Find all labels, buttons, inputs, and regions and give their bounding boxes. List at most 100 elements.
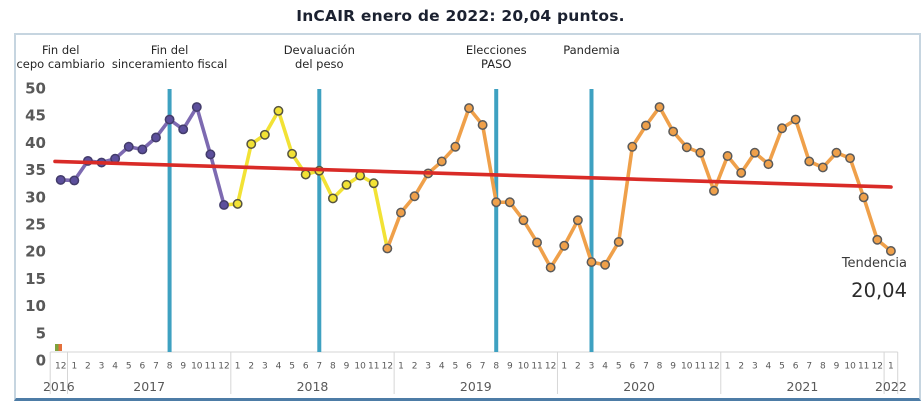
x-axis-month-label: 6	[139, 362, 145, 372]
y-axis-tick-label: 45	[25, 107, 46, 125]
event-annotation-devaluacion: Devaluación del peso	[283, 43, 355, 71]
x-axis-month-label: 3	[752, 362, 758, 372]
data-point-marker	[804, 156, 815, 167]
x-axis-month-label: 1	[71, 362, 77, 372]
trend-line	[53, 159, 893, 189]
y-axis-tick-label: 20	[25, 243, 46, 261]
data-point-marker	[341, 179, 352, 190]
data-point-marker	[450, 141, 461, 152]
x-axis-month-label: 4	[766, 362, 772, 372]
x-axis-month-label: 9	[834, 362, 840, 372]
data-point-marker	[246, 139, 257, 149]
data-point-marker	[858, 192, 869, 203]
x-axis-month-label: 4	[112, 362, 118, 372]
data-point-marker	[545, 262, 556, 273]
data-point-marker	[504, 197, 515, 208]
x-axis-month-label: 9	[507, 362, 513, 372]
x-axis-month-label: 5	[453, 362, 459, 372]
y-axis-tick-label: 5	[36, 324, 46, 342]
x-axis-year-label: 2021	[787, 379, 819, 394]
data-point-marker	[518, 215, 529, 226]
data-point-marker	[259, 129, 270, 140]
series-line	[385, 105, 893, 270]
y-axis-tick-label: 10	[25, 297, 46, 315]
data-point-marker	[151, 132, 161, 143]
data-point-marker	[790, 114, 801, 125]
mini-legend-marker	[55, 344, 62, 351]
data-point-marker	[382, 243, 393, 254]
data-point-marker	[205, 149, 216, 160]
x-axis-month-label: 11	[858, 362, 869, 372]
data-point-marker	[464, 103, 474, 114]
x-axis-month-label: 7	[806, 362, 812, 372]
x-axis-month-label: 11	[531, 362, 542, 372]
data-point-marker	[287, 148, 298, 159]
x-axis-month-label: 8	[820, 362, 826, 372]
data-point-marker	[640, 120, 651, 131]
y-axis-tick-label: 40	[25, 134, 46, 152]
x-axis-month-label: 8	[330, 362, 336, 372]
x-axis-month-label: 8	[493, 362, 499, 372]
x-axis-year-label: 2016	[43, 379, 75, 394]
data-point-marker	[273, 105, 284, 116]
x-axis-month-label: 1	[725, 362, 731, 372]
x-axis-month-label: 5	[126, 362, 132, 372]
x-axis-month-label: 10	[518, 362, 530, 372]
data-point-marker	[491, 197, 502, 208]
event-annotation-paso: Elecciones PASO	[465, 43, 527, 71]
x-axis-month-label: 10	[844, 362, 856, 372]
x-axis-year-label: 2022	[875, 379, 907, 394]
y-axis-tick-label: 35	[25, 161, 46, 179]
x-axis-month-label: 7	[316, 362, 322, 372]
x-axis-month-label: 12	[872, 362, 883, 372]
x-axis-month-label: 1	[888, 362, 894, 372]
data-point-marker	[123, 141, 134, 152]
data-point-marker	[736, 167, 747, 178]
x-axis-month-label: 2	[248, 362, 254, 372]
data-point-marker	[654, 102, 665, 112]
y-axis-tick-label: 0	[36, 352, 46, 370]
data-point-marker	[763, 159, 774, 170]
data-point-marker	[831, 147, 842, 158]
x-axis-month-label: 3	[99, 362, 105, 372]
data-point-marker	[69, 175, 80, 186]
y-axis-tick-label: 25	[25, 216, 46, 234]
data-point-marker	[600, 259, 611, 270]
data-point-marker	[532, 237, 542, 248]
x-axis-month-label: 10	[191, 362, 203, 372]
x-axis-month-label: 4	[602, 362, 608, 372]
data-point-marker	[436, 156, 447, 167]
data-point-marker	[817, 162, 828, 173]
x-axis-month-label: 5	[616, 362, 622, 372]
x-axis-month-label: 1	[398, 362, 404, 372]
x-axis-month-label: 6	[793, 362, 799, 372]
data-point-marker	[681, 142, 692, 153]
data-point-marker	[368, 178, 379, 189]
x-axis-month-label: 6	[629, 362, 635, 372]
x-axis-month-label: 7	[480, 362, 486, 372]
event-annotation-pandemia: Pandemia	[563, 43, 620, 57]
x-axis-month-label: 1	[235, 362, 241, 372]
data-point-marker	[722, 151, 733, 161]
x-axis-month-label: 2	[412, 362, 418, 372]
x-axis-year-label: 2018	[297, 379, 329, 394]
x-axis-month-label: 12	[55, 362, 66, 372]
data-point-marker	[300, 169, 311, 180]
x-axis-month-label: 9	[344, 362, 350, 372]
data-point-marker	[777, 123, 787, 134]
data-point-marker	[709, 185, 719, 196]
x-axis-month-label: 10	[681, 362, 693, 372]
chart-frame	[14, 33, 921, 401]
x-axis-month-label: 7	[643, 362, 649, 372]
x-axis-month-label: 11	[695, 362, 706, 372]
data-point-marker	[178, 124, 189, 135]
x-axis-month-label: 2	[738, 362, 744, 372]
x-axis-month-label: 8	[167, 362, 173, 372]
x-axis-month-label: 4	[276, 362, 282, 372]
data-point-marker	[749, 147, 760, 158]
x-axis-month-label: 9	[670, 362, 676, 372]
data-point-marker	[191, 102, 202, 112]
data-point-marker	[572, 215, 583, 226]
